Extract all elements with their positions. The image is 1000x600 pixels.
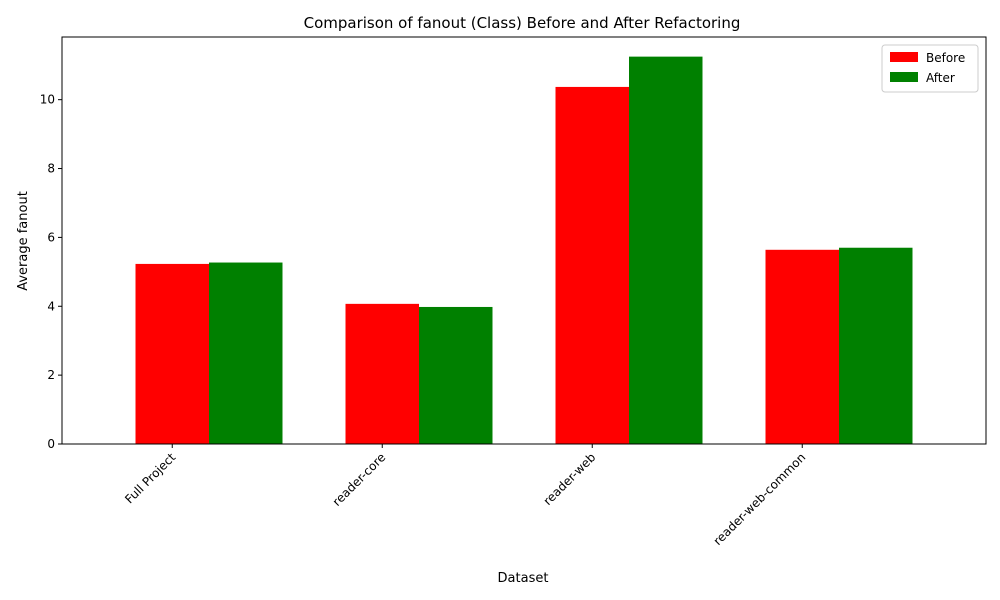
y-tick-label: 10 (40, 93, 55, 107)
legend-swatch-after (890, 72, 918, 82)
bar-before-reader-web-common (765, 249, 839, 444)
x-tick-label: reader-core (330, 450, 389, 509)
bars-layer (135, 56, 913, 445)
legend: Before After (881, 44, 979, 93)
y-tick-label: 6 (47, 230, 55, 244)
bar-after-full-project (209, 262, 283, 444)
bar-after-reader-web-common (839, 247, 913, 444)
y-tick-label: 8 (47, 162, 55, 176)
bar-before-full-project (135, 263, 209, 444)
bar-after-reader-core (419, 306, 493, 444)
legend-label-after: After (926, 71, 955, 85)
x-tick-label: reader-web-common (711, 450, 809, 548)
y-tick-label: 2 (47, 368, 55, 382)
bar-after-reader-web (629, 56, 703, 445)
legend-swatch-before (890, 52, 918, 62)
chart-title: Comparison of fanout (Class) Before and … (304, 14, 741, 32)
y-axis-label: Average fanout (16, 191, 31, 291)
y-tick-label: 0 (47, 437, 55, 451)
x-axis-label: Dataset (498, 571, 549, 586)
x-tick-label: Full Project (122, 450, 178, 506)
bar-before-reader-web (555, 86, 629, 444)
x-tick-label: reader-web (541, 450, 599, 508)
legend-label-before: Before (926, 51, 965, 65)
plot-frame (61, 36, 987, 445)
bar-before-reader-core (345, 303, 419, 444)
y-tick-label: 4 (47, 299, 55, 313)
axes-layer (61, 36, 987, 445)
